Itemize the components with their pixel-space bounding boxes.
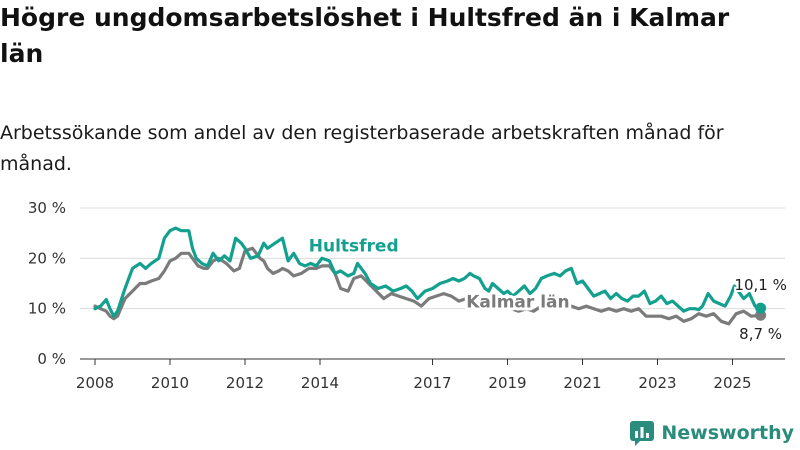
series-line-kalmar xyxy=(93,246,763,326)
x-tick-label: 2010 xyxy=(151,374,189,392)
y-tick-label: 20 % xyxy=(28,249,66,267)
series-label-hultsfred: Hultsfred xyxy=(309,236,399,256)
newsworthy-brand-name: Newsworthy xyxy=(661,422,794,444)
x-tick-label: 2008 xyxy=(76,374,114,392)
series-lines xyxy=(93,226,767,326)
chart-subtitle: Arbetssökande som andel av den registerb… xyxy=(0,122,724,175)
y-tick-label: 30 % xyxy=(28,199,66,217)
series-labels: Hultsfred Kalmar län 10,1 % 8,7 % xyxy=(306,233,789,345)
x-axis: 2008 2010 2012 2014 2017 2019 2021 2023 2025 xyxy=(76,359,752,392)
x-tick-label: 2025 xyxy=(713,374,751,392)
y-tick-label: 0 % xyxy=(37,350,66,368)
x-tick-label: 2023 xyxy=(638,374,676,392)
series-end-marker-hultsfred xyxy=(755,302,767,314)
newsworthy-logo-icon xyxy=(630,421,655,446)
end-value-label-kalmar: 8,7 % xyxy=(739,325,782,343)
x-tick-label: 2017 xyxy=(413,374,451,392)
x-tick-label: 2021 xyxy=(563,374,601,392)
end-value-label-hultsfred: 10,1 % xyxy=(734,276,786,294)
series-line-hultsfred xyxy=(93,226,763,318)
series-label-kalmar: Kalmar län xyxy=(466,293,569,313)
x-tick-label: 2012 xyxy=(226,374,264,392)
x-tick-label: 2019 xyxy=(488,374,526,392)
y-tick-label: 10 % xyxy=(28,300,66,318)
newsworthy-logo: Newsworthy xyxy=(629,419,794,447)
x-tick-label: 2014 xyxy=(301,374,339,392)
y-axis: 0 % 10 % 20 % 30 % xyxy=(28,199,66,368)
chart-title: Högre ungdomsarbetslöshet i Hultsfred än… xyxy=(0,3,730,68)
